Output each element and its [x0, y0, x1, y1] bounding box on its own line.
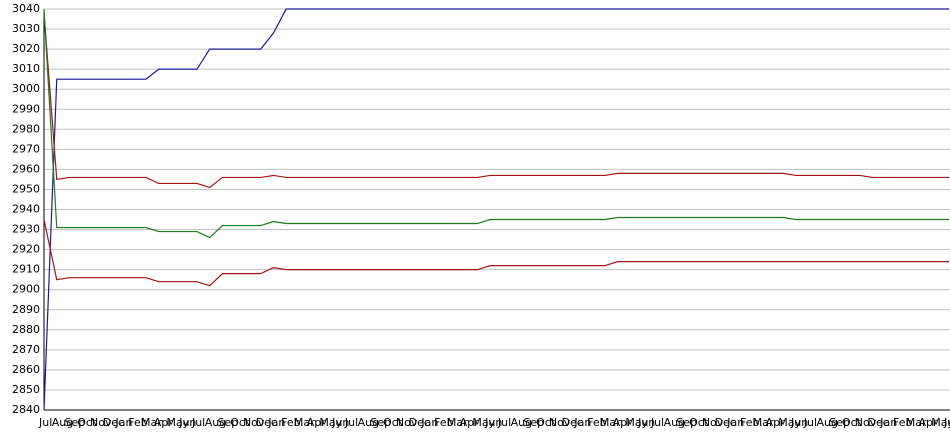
x-tick-label: Jul [803, 416, 817, 429]
x-tick-label: Jul [344, 416, 358, 429]
y-tick-label: 2920 [12, 243, 40, 256]
x-tick-label: Jun [178, 416, 196, 429]
x-tick-label: Feb [128, 416, 147, 429]
x-tick-label: Oct [77, 416, 97, 429]
x-tick-label: May [472, 416, 495, 429]
x-tick-label: Jul [38, 416, 52, 429]
x-tick-label: Aug [511, 416, 532, 429]
x-tick-label: Oct [842, 416, 862, 429]
x-tick-label: Nov [855, 416, 877, 429]
x-tick-label: Jan [420, 416, 438, 429]
x-tick-label: Jan [114, 416, 132, 429]
x-tick-label: May [778, 416, 801, 429]
x-tick-label: Sep [370, 416, 391, 429]
x-tick-label: Feb [587, 416, 606, 429]
x-tick-label: Jan [267, 416, 285, 429]
x-tick-label: Oct [689, 416, 709, 429]
x-tick-label: Oct [230, 416, 250, 429]
x-tick-label: Feb [281, 416, 300, 429]
y-tick-label: 2880 [12, 323, 40, 336]
series-line [43, 12, 949, 189]
y-tick-label: 3010 [12, 62, 40, 75]
x-tick-label: Jun [790, 416, 808, 429]
x-tick-label: Sep [829, 416, 850, 429]
x-tick-label: Sep [217, 416, 238, 429]
series-line [43, 8, 949, 239]
x-tick-label: Dec [103, 416, 124, 429]
x-tick-label: Mar [447, 416, 468, 429]
y-tick-label: 2990 [12, 102, 40, 115]
y-tick-label: 2840 [12, 403, 40, 416]
x-tick-label: Dec [868, 416, 889, 429]
x-tick-label: Sep [676, 416, 697, 429]
x-tick-label: May [931, 416, 950, 429]
y-tick-label: 2870 [12, 343, 40, 356]
x-tick-label: Dec [409, 416, 430, 429]
x-tick-label: Jul [191, 416, 205, 429]
x-tick-label: Jan [726, 416, 744, 429]
x-tick-label: Jun [331, 416, 349, 429]
y-tick-label: 2890 [12, 303, 40, 316]
x-tick-label: Dec [715, 416, 736, 429]
x-tick-label: Oct [383, 416, 403, 429]
y-tick-label: 2980 [12, 122, 40, 135]
x-tick-label: Nov [90, 416, 112, 429]
y-tick-label: 2970 [12, 142, 40, 155]
x-tick-label: Sep [523, 416, 544, 429]
x-tick-label: Jan [879, 416, 897, 429]
x-tick-label: Sep [64, 416, 85, 429]
x-tick-label: Mar [294, 416, 315, 429]
x-tick-label: Jun [943, 416, 950, 429]
x-tick-label: Apr [460, 416, 480, 429]
x-tick-label: Aug [358, 416, 379, 429]
y-tick-label: 2960 [12, 162, 40, 175]
y-tick-label: 2930 [12, 223, 40, 236]
x-tick-label: Mar [141, 416, 162, 429]
x-tick-label: Jul [497, 416, 511, 429]
x-tick-label: May [319, 416, 342, 429]
y-tick-label: 3020 [12, 42, 40, 55]
x-tick-label: Aug [52, 416, 73, 429]
y-tick-label: 2910 [12, 263, 40, 276]
x-tick-label: Apr [613, 416, 633, 429]
x-tick-label: Mar [906, 416, 927, 429]
x-tick-label: Aug [664, 416, 685, 429]
y-tick-label: 2950 [12, 182, 40, 195]
y-tick-label: 2850 [12, 383, 40, 396]
series-line [43, 219, 949, 287]
x-tick-label: Nov [243, 416, 265, 429]
x-tick-label: Feb [434, 416, 453, 429]
x-tick-label: May [166, 416, 189, 429]
y-tick-label: 2860 [12, 363, 40, 376]
y-tick-label: 3000 [12, 82, 40, 95]
x-tick-label: Apr [766, 416, 786, 429]
y-tick-label: 3030 [12, 22, 40, 35]
x-tick-label: Apr [154, 416, 174, 429]
x-tick-label: Jul [650, 416, 664, 429]
x-tick-label: Apr [307, 416, 327, 429]
y-tick-label: 2940 [12, 203, 40, 216]
x-tick-label: Nov [549, 416, 571, 429]
x-tick-label: May [625, 416, 648, 429]
x-tick-label: Jan [573, 416, 591, 429]
x-tick-label: Dec [256, 416, 277, 429]
x-tick-label: Mar [753, 416, 774, 429]
y-tick-label: 2900 [12, 283, 40, 296]
x-tick-label: Feb [740, 416, 759, 429]
series-line [43, 8, 949, 411]
x-tick-label: Oct [536, 416, 556, 429]
x-tick-label: Dec [562, 416, 583, 429]
x-tick-label: Mar [600, 416, 621, 429]
x-tick-label: Nov [702, 416, 724, 429]
x-tick-label: Aug [817, 416, 838, 429]
y-tick-label: 3040 [12, 2, 40, 15]
x-tick-label: Apr [919, 416, 939, 429]
x-tick-label: Jun [484, 416, 502, 429]
x-tick-label: Nov [396, 416, 418, 429]
x-tick-label: Feb [893, 416, 912, 429]
x-tick-label: Aug [205, 416, 226, 429]
x-tick-label: Jun [637, 416, 655, 429]
